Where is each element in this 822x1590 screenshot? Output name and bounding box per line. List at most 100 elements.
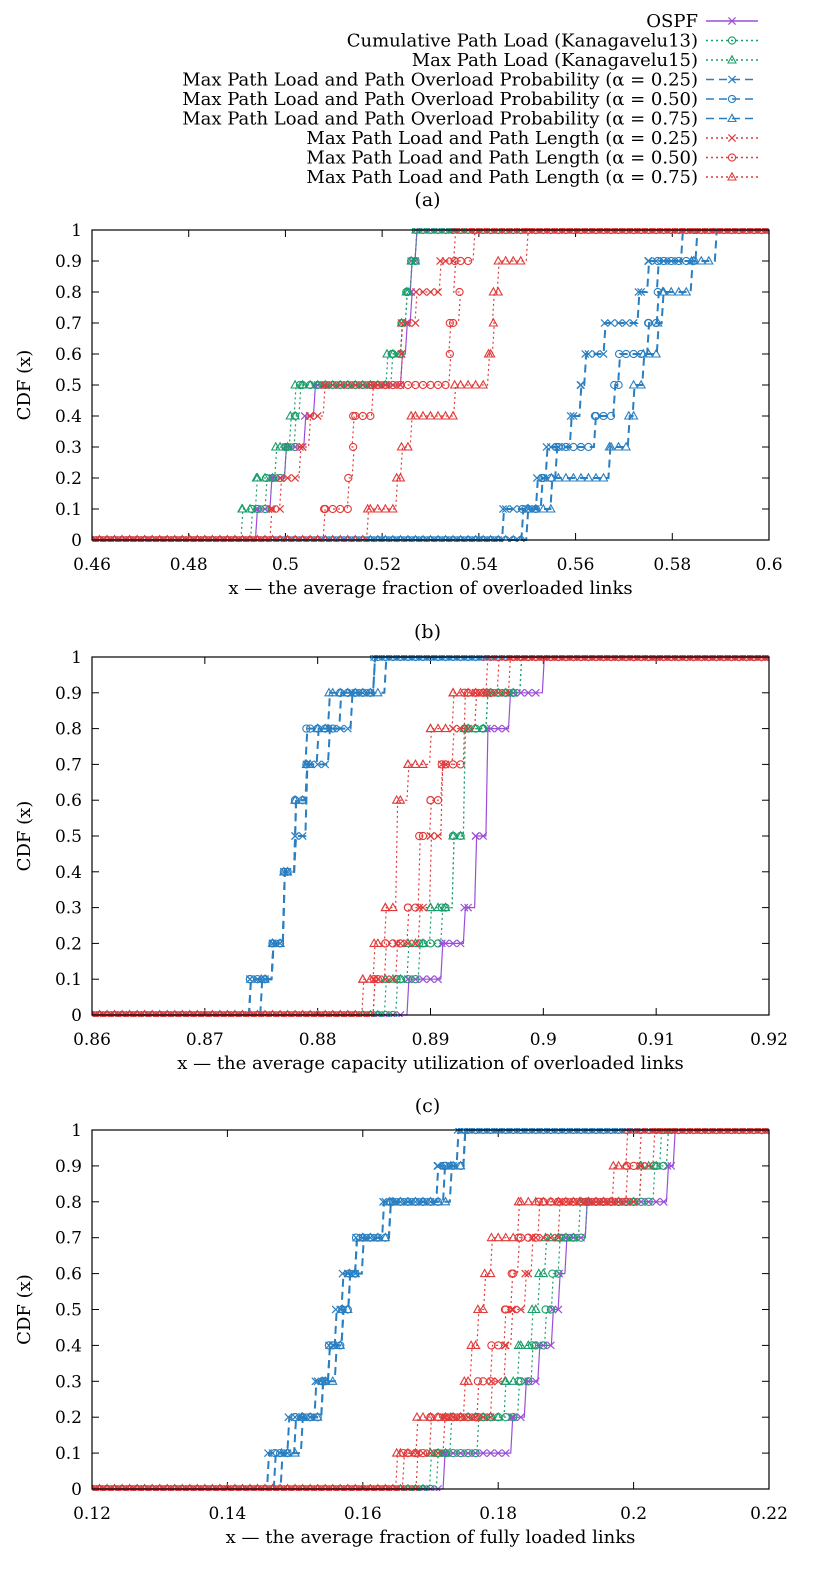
series-point (494, 724, 503, 733)
series-line (92, 656, 769, 1016)
series-point (493, 255, 504, 265)
series-point (464, 724, 473, 733)
series-point (460, 688, 469, 697)
series-point (553, 1232, 564, 1242)
series-point (372, 687, 383, 697)
series-point (466, 1340, 477, 1349)
series-point (524, 688, 533, 697)
y-tick-label: 0.1 (55, 1444, 82, 1464)
series-point (298, 442, 307, 452)
series-point (336, 380, 345, 390)
series-point (380, 902, 391, 912)
series-point (507, 1305, 516, 1314)
legend-label: Max Path Load and Path Overload Probabil… (182, 70, 698, 91)
series-point (412, 1411, 422, 1421)
series-point (479, 1268, 490, 1278)
series-point (295, 442, 304, 452)
series-point (418, 1411, 428, 1421)
series-point (460, 903, 469, 912)
series-point (381, 939, 390, 948)
series-point (448, 318, 458, 328)
series-point (337, 1304, 348, 1314)
series-point (403, 903, 413, 912)
series-point (380, 973, 391, 983)
series-point (263, 1449, 273, 1458)
series-point (327, 1375, 338, 1385)
series-line (92, 656, 769, 1016)
series-point (521, 1269, 530, 1278)
series-point (613, 1160, 624, 1170)
series-point (527, 1341, 537, 1350)
series-point (411, 287, 421, 297)
series-point (401, 286, 412, 296)
series-point (623, 410, 634, 420)
series-point (411, 975, 420, 984)
chart-panel: (a) 0 0.1 0.2 0.3 0.4 0.5 0.6 0.7 0.8 0.9 1 0.46 0.48… (14, 189, 783, 599)
series-point (470, 687, 481, 697)
series-point (456, 939, 465, 948)
series-point (488, 286, 499, 296)
series-point (659, 1197, 668, 1206)
series-point (406, 410, 417, 420)
series-point (391, 1447, 402, 1457)
series-point (391, 472, 402, 482)
series-point (553, 1196, 564, 1206)
series-point (358, 380, 367, 390)
series-point (554, 1305, 563, 1314)
series-point (321, 760, 330, 769)
series-point (473, 1377, 483, 1386)
series-point (312, 1411, 323, 1421)
x-tick-label: 0.16 (344, 1504, 382, 1524)
series-point (485, 1268, 496, 1278)
series-point (513, 1340, 524, 1349)
series-point (569, 411, 578, 421)
x-tick-label: 0.14 (208, 1504, 246, 1524)
series-line (92, 1129, 769, 1490)
x-tick-label: 0.58 (653, 555, 691, 575)
y-tick-label: 0.1 (55, 500, 82, 520)
series-point (320, 723, 331, 733)
series-point (507, 1269, 516, 1278)
series-point (576, 380, 585, 390)
series-point (471, 831, 480, 841)
series-point (537, 473, 546, 483)
series-point (402, 1196, 413, 1206)
series-point (508, 1232, 519, 1242)
series-line (92, 229, 769, 541)
series-point (523, 1196, 534, 1206)
series-point (319, 504, 329, 514)
series-point (297, 379, 308, 389)
series-point (501, 1449, 510, 1458)
y-tick-label: 0.6 (55, 345, 82, 365)
series-point (433, 1411, 443, 1421)
plot-frame (91, 229, 770, 541)
series-point (403, 318, 412, 328)
series-point (343, 504, 352, 514)
series-point (440, 410, 451, 420)
series-point (455, 379, 466, 389)
series-point (459, 1375, 470, 1385)
panel-caption: (a) (414, 189, 440, 211)
legend-label: Max Path Load and Path Length (α = 0.50) (306, 148, 698, 169)
series-point (290, 1413, 300, 1422)
series-line (92, 229, 769, 541)
series-point (402, 938, 413, 947)
series-point (487, 1341, 496, 1350)
series-point (666, 286, 677, 296)
series-point (270, 1448, 279, 1458)
series-point (531, 1377, 540, 1386)
series-point (534, 1341, 543, 1350)
series-point (418, 410, 428, 420)
series-point (614, 318, 623, 328)
series-point (425, 723, 436, 733)
series-point (313, 1377, 322, 1386)
series-point (395, 1196, 406, 1206)
y-tick-label: 0.5 (55, 376, 82, 396)
series-point (313, 411, 322, 421)
series-point (566, 411, 575, 421)
series-point (440, 902, 451, 912)
series-point (366, 411, 375, 421)
series-point (296, 1411, 307, 1421)
series-point (369, 938, 380, 947)
